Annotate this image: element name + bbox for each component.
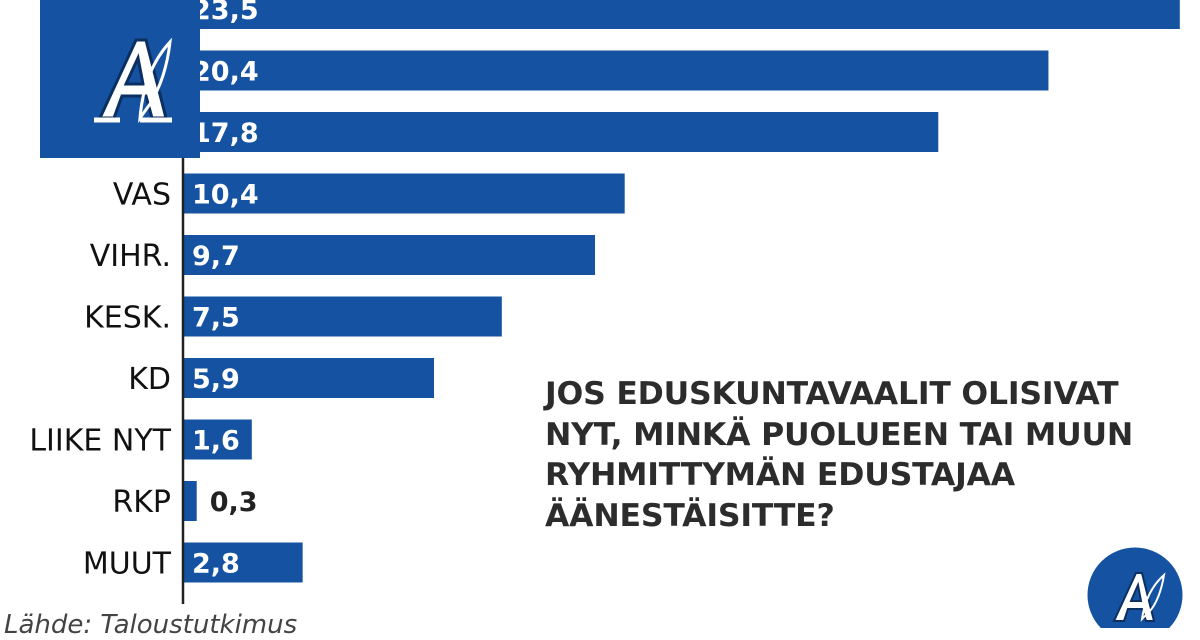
category-label-6: KD [128,362,171,397]
bar-0 [184,0,1180,29]
bar-9 [184,542,303,583]
aamulehti-logo-icon [94,37,172,124]
bar-8 [184,481,197,521]
bar-3 [184,173,625,214]
bar-7 [184,419,252,460]
bar-5 [184,296,502,337]
value-label-9: 2,8 [192,549,240,580]
logo-box [40,0,200,158]
category-label-9: MUUT [83,547,172,582]
value-label-5: 7,5 [192,303,240,334]
category-label-3: VAS [113,178,171,213]
bar-2 [184,112,939,152]
category-label-5: KESK. [84,301,171,336]
value-label-3: 10,4 [192,180,259,211]
aamulehti-badge-icon [1084,544,1186,640]
category-label-7: LIIKE NYT [29,424,171,459]
category-label-4: VIHR. [90,239,171,274]
value-label-1: 20,4 [192,57,259,88]
bar-4 [184,235,596,275]
question-text: JOS EDUSKUNTAVAALIT OLISIVAT NYT, MINKÄ … [545,376,1133,534]
bar-6 [184,358,435,398]
value-label-4: 9,7 [192,241,240,272]
value-label-2: 17,8 [192,118,259,149]
value-label-7: 1,6 [192,426,240,457]
value-label-6: 5,9 [192,364,240,395]
value-label-8: 0,3 [210,487,258,518]
bars-group: 23,5 20,4 17,8 10,4 VAS 9,7 VIHR. 7,5 KESK. 5,9 KD… [29,0,1180,583]
logo-badge [1084,544,1186,640]
bar-1 [184,50,1049,91]
source-note: Lähde: Taloustutkimus [4,610,298,640]
value-label-0: 23,5 [192,0,259,26]
category-label-8: RKP [112,485,171,520]
